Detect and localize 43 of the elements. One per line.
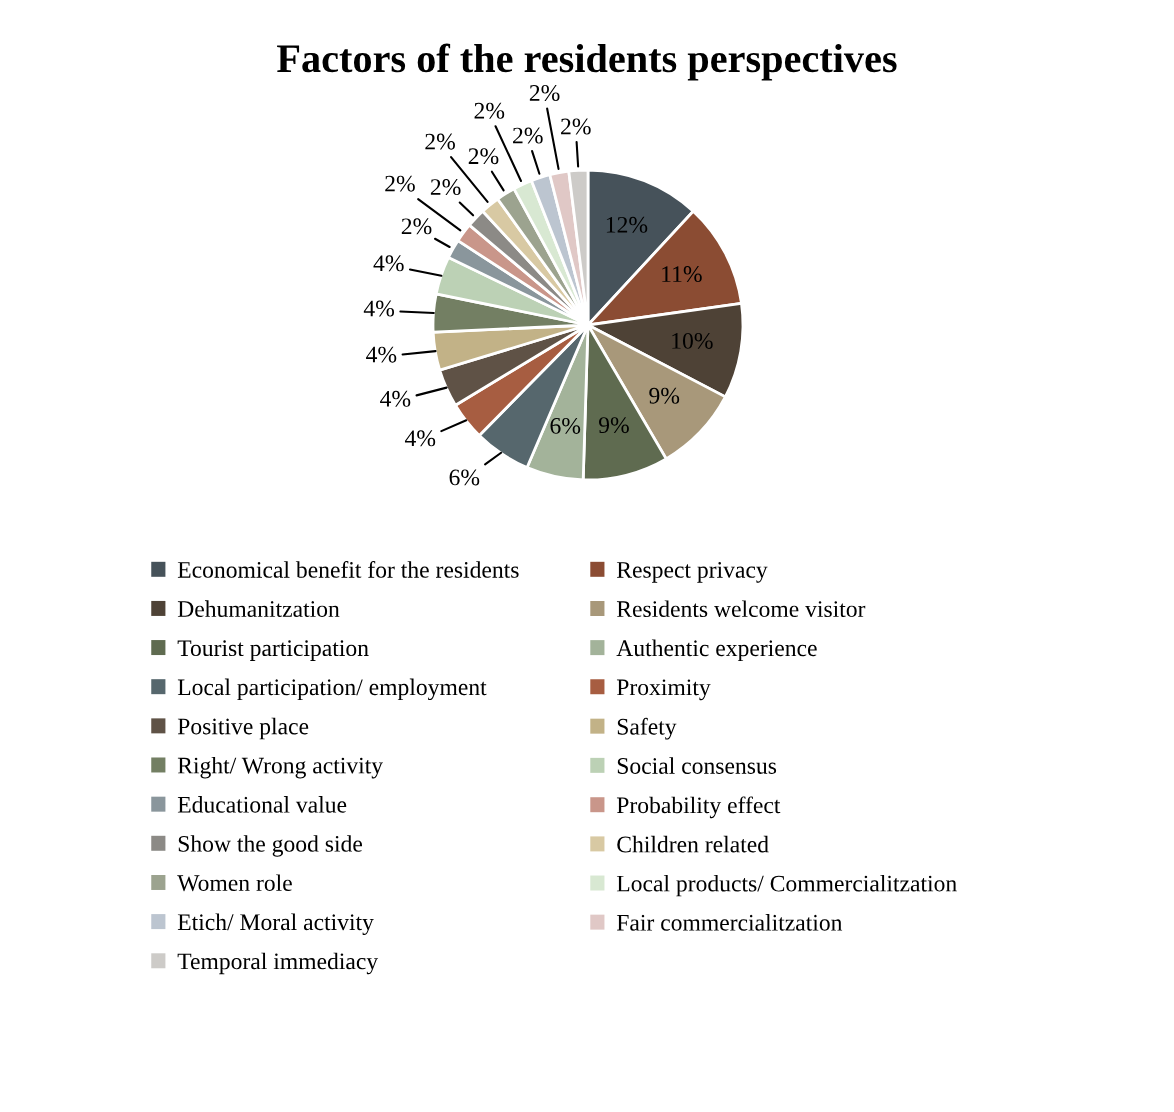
data-label: 2% [529, 84, 560, 101]
data-label: 2% [385, 175, 415, 192]
legend-label: Local participation/ employment [177, 678, 487, 701]
data-label: 10% [672, 332, 713, 349]
data-label: 2% [425, 133, 455, 150]
legend-label: Local products/ Commercialitzation [616, 874, 957, 897]
legend-label: Probability effect [616, 796, 781, 819]
data-label: 6% [550, 417, 581, 434]
legend-label: Etich/ Moral activity [177, 913, 374, 936]
data-label: 4% [404, 430, 436, 447]
legend-label: Respect privacy [616, 562, 768, 583]
data-label: 4% [380, 390, 411, 407]
data-label: 9% [598, 417, 629, 434]
legend-label: Social consensus [617, 757, 777, 774]
legend-label: Children related [617, 835, 769, 853]
data-label: 4% [366, 346, 397, 363]
data-label: 9% [649, 387, 680, 404]
legend-label: Educational value [177, 796, 347, 813]
data-label: 12% [606, 216, 648, 233]
data-label: 2% [513, 127, 543, 144]
legend-label: Safety [617, 717, 677, 740]
data-label: 2% [430, 179, 461, 196]
legend-label: Economical benefit for the residents [177, 561, 519, 578]
data-label: 2% [561, 118, 591, 135]
legend-label: Temporal immediacy [177, 952, 379, 975]
chart-title: Factors of the residents perspectives [277, 43, 897, 81]
data-label: 2% [401, 218, 432, 235]
legend-label: Fair commercialitzation [616, 914, 843, 931]
data-label: 2% [474, 102, 505, 119]
legend-label: Show the good side [178, 835, 363, 857]
data-label: 2% [468, 148, 499, 165]
legend-label: Women role [177, 874, 292, 892]
data-label: 4% [363, 300, 395, 317]
legend-label: Dehumanitzation [177, 600, 340, 617]
legend-label: Proximity [616, 679, 711, 701]
legend-label: Authentic experience [616, 639, 817, 661]
legend-label: Positive place [177, 717, 309, 740]
legend-label: Tourist participation [177, 640, 369, 661]
legend-label: Residents welcome visitor [616, 600, 866, 618]
legend-label: Right/ Wrong activity [177, 756, 383, 779]
data-label: 6% [449, 469, 480, 486]
data-label: 11% [662, 266, 702, 283]
data-label: 4% [373, 255, 404, 272]
